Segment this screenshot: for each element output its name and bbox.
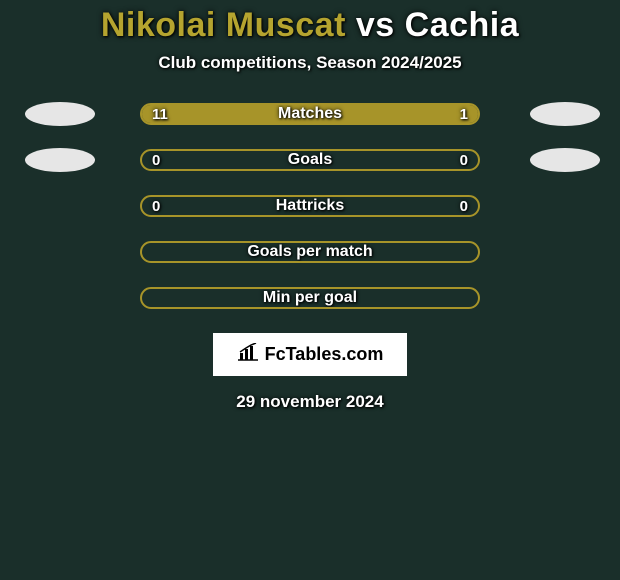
stat-label: Min per goal bbox=[142, 289, 478, 307]
stat-bar-fill-left bbox=[142, 105, 450, 123]
stat-rows: 111Matches00Goals00HattricksGoals per ma… bbox=[0, 103, 620, 309]
stat-row: Min per goal bbox=[0, 287, 620, 309]
stat-row: Goals per match bbox=[0, 241, 620, 263]
brand-text: FcTables.com bbox=[265, 344, 384, 365]
stat-value-left: 0 bbox=[152, 151, 160, 169]
bar-chart-icon bbox=[237, 343, 259, 366]
stat-row: 0 0Hattricks bbox=[0, 195, 620, 217]
stat-bar-track: 0 0Goals bbox=[140, 149, 480, 171]
subtitle: Club competitions, Season 2024/2025 bbox=[158, 53, 461, 73]
stat-value-right: 1 bbox=[460, 105, 468, 123]
stat-value-left: 0 bbox=[152, 197, 160, 215]
stat-bar-track: Min per goal bbox=[140, 287, 480, 309]
stat-label: Goals bbox=[142, 151, 478, 169]
player2-avatar bbox=[530, 148, 600, 172]
stat-value-right: 0 bbox=[460, 151, 468, 169]
comparison-card: Nikolai Muscat vs Cachia Club competitio… bbox=[0, 0, 620, 580]
title-player1: Nikolai Muscat bbox=[101, 6, 346, 44]
date-label: 29 november 2024 bbox=[236, 392, 383, 412]
title-player2: Cachia bbox=[405, 6, 520, 44]
page-title: Nikolai Muscat vs Cachia bbox=[101, 6, 519, 45]
player1-avatar bbox=[25, 102, 95, 126]
stat-value-right: 0 bbox=[460, 197, 468, 215]
player1-avatar bbox=[25, 148, 95, 172]
title-vs: vs bbox=[356, 6, 395, 44]
brand-box: FcTables.com bbox=[213, 333, 408, 376]
stat-value-left: 11 bbox=[152, 105, 168, 123]
stat-row: 0 0Goals bbox=[0, 149, 620, 171]
stat-label: Hattricks bbox=[142, 197, 478, 215]
stat-row: 111Matches bbox=[0, 103, 620, 125]
player2-avatar bbox=[530, 102, 600, 126]
stat-bar-track: 111Matches bbox=[140, 103, 480, 125]
stat-bar-track: 0 0Hattricks bbox=[140, 195, 480, 217]
stat-label: Goals per match bbox=[142, 243, 478, 261]
stat-bar-track: Goals per match bbox=[140, 241, 480, 263]
